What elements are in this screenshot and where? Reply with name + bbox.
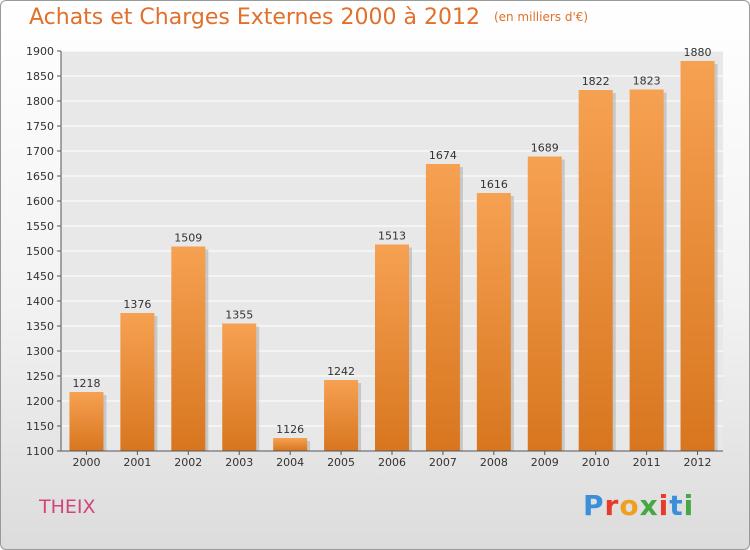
y-tick-label: 1150 (26, 420, 54, 433)
x-tick-label: 2008 (480, 456, 508, 469)
bar (578, 90, 613, 451)
logo-letter: o (619, 489, 640, 522)
bar-value-label: 1218 (72, 377, 100, 390)
y-tick-label: 1750 (26, 120, 54, 133)
bar (120, 313, 155, 451)
bar-value-label: 1674 (429, 149, 457, 162)
x-tick-label: 2001 (123, 456, 151, 469)
y-tick-label: 1800 (26, 95, 54, 108)
x-tick-label: 2011 (633, 456, 661, 469)
bar (222, 323, 257, 451)
proxiti-logo: Proxiti (583, 489, 694, 522)
x-tick-label: 2003 (225, 456, 253, 469)
bar-value-label: 1689 (531, 142, 559, 155)
chart-title: Achats et Charges Externes 2000 à 2012 (e… (29, 5, 588, 30)
y-tick-label: 1700 (26, 145, 54, 158)
y-tick-label: 1100 (26, 445, 54, 458)
x-tick-label: 2010 (582, 456, 610, 469)
bar-value-label: 1126 (276, 423, 304, 436)
x-tick-label: 2005 (327, 456, 355, 469)
x-tick-label: 2002 (174, 456, 202, 469)
y-tick-label: 1600 (26, 195, 54, 208)
bar (425, 164, 460, 451)
y-tick-label: 1200 (26, 395, 54, 408)
bar-value-label: 1355 (225, 309, 253, 322)
logo-letter: r (604, 489, 620, 522)
y-tick-label: 1550 (26, 220, 54, 233)
bar (527, 156, 562, 451)
commune-name: THEIX (39, 496, 96, 518)
x-tick-label: 2012 (684, 456, 712, 469)
y-tick-label: 1300 (26, 345, 54, 358)
bar (171, 246, 206, 451)
logo-letter: i (683, 489, 695, 522)
chart-subtitle: (en milliers d'€) (493, 10, 589, 24)
bar-value-label: 1376 (123, 298, 151, 311)
logo-letter: t (669, 489, 684, 522)
bar (273, 438, 308, 451)
y-tick-label: 1350 (26, 320, 54, 333)
bar-value-label: 1823 (633, 75, 661, 88)
logo-letter: P (583, 489, 605, 522)
bar-value-label: 1880 (684, 46, 712, 59)
y-tick-label: 1500 (26, 245, 54, 258)
x-tick-label: 2007 (429, 456, 457, 469)
x-tick-label: 2006 (378, 456, 406, 469)
bar-value-label: 1242 (327, 365, 355, 378)
bar (680, 61, 715, 451)
axes: 1100 1150 1200 1250 1300 1350 1400 1450 1500 1550… (26, 45, 723, 469)
y-tick-label: 1250 (26, 370, 54, 383)
bar-value-label: 1822 (582, 75, 610, 88)
y-tick-label: 1400 (26, 295, 54, 308)
y-tick-label: 1850 (26, 70, 54, 83)
bar (375, 244, 409, 451)
bar-value-label: 1509 (174, 232, 202, 245)
x-tick-label: 2000 (72, 456, 100, 469)
bar-value-label: 1616 (480, 178, 508, 191)
bar (324, 380, 359, 451)
bar-value-label: 1513 (378, 230, 406, 243)
y-tick-label: 1450 (26, 270, 54, 283)
logo-letter: x (639, 489, 659, 522)
x-tick-label: 2009 (531, 456, 559, 469)
logo-letter: i (658, 489, 670, 522)
y-tick-label: 1900 (26, 45, 54, 58)
x-tick-label: 2004 (276, 456, 304, 469)
chart-title-text: Achats et Charges Externes 2000 à 2012 (29, 5, 480, 30)
bars: 1218 1376 1509 1355 1126 1242 1513 1674 1616 1689… (69, 46, 718, 451)
bar (476, 193, 511, 451)
bar (69, 392, 104, 451)
bar (629, 89, 664, 451)
y-tick-label: 1650 (26, 170, 54, 183)
